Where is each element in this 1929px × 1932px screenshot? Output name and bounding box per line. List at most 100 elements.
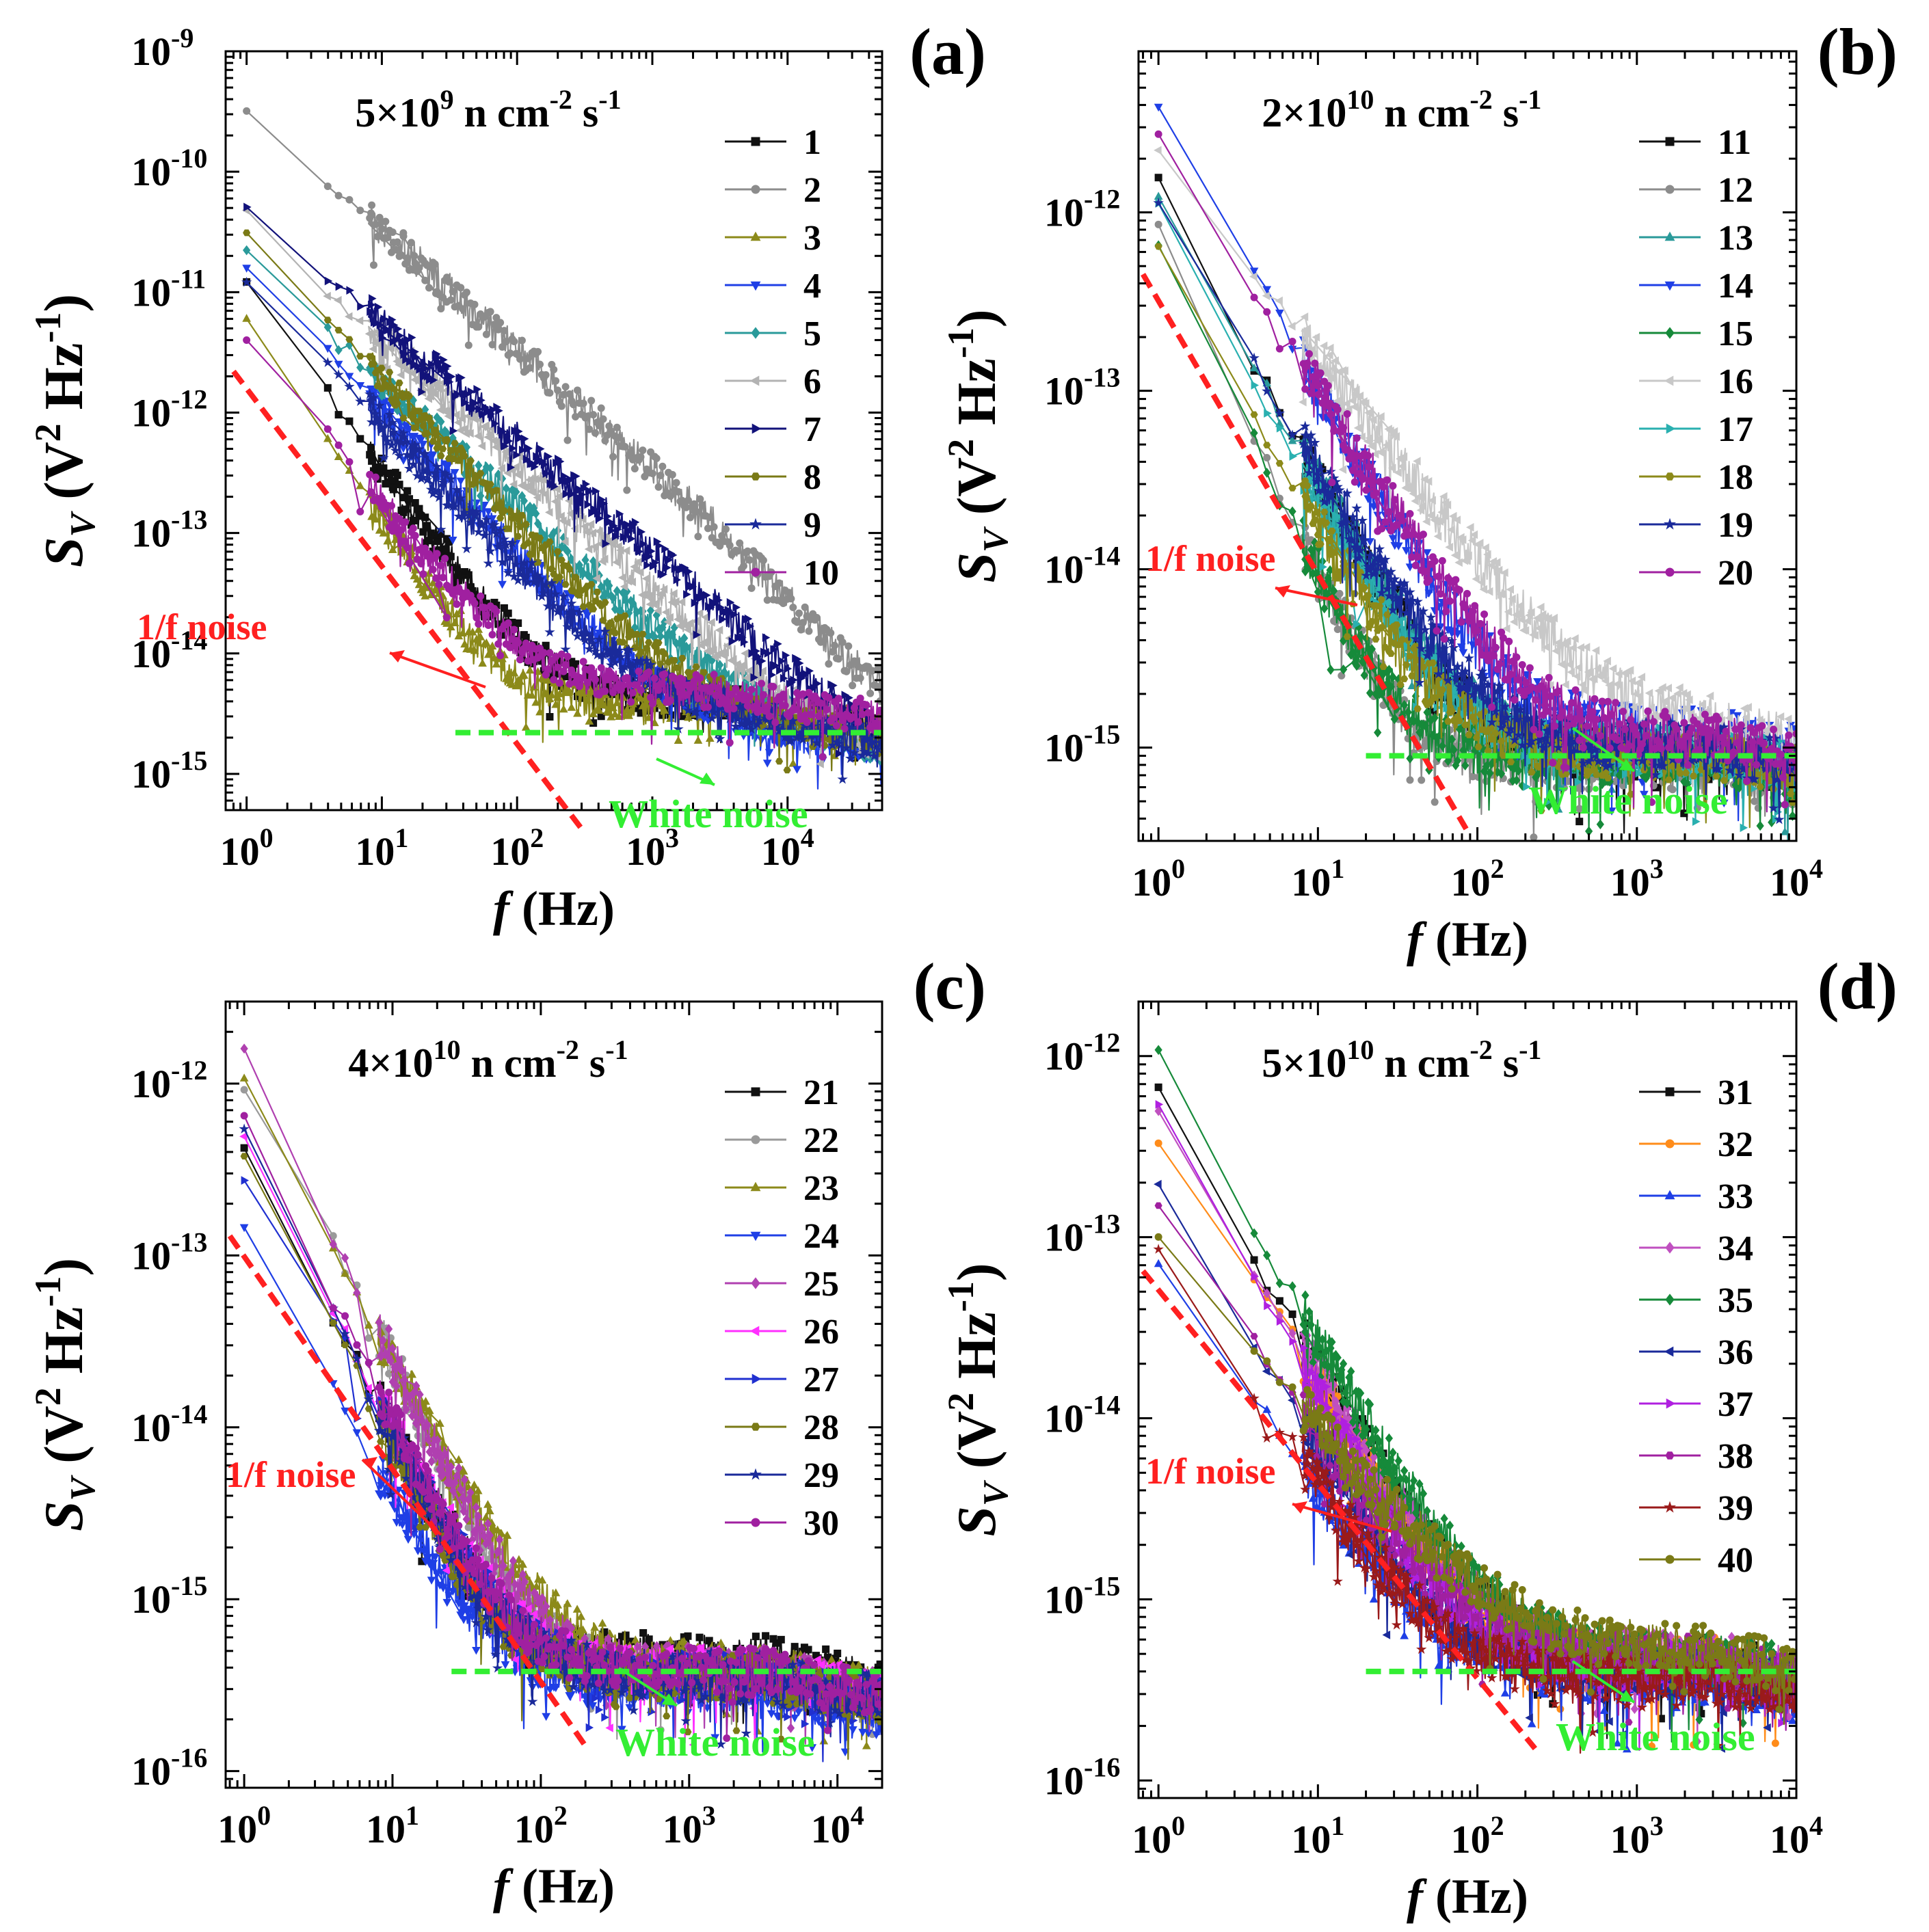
one-over-f-arrow xyxy=(1292,1503,1392,1533)
series-markers-40 xyxy=(1154,1233,1796,1713)
y-tick-label: 10-9 xyxy=(131,23,194,74)
one-over-f-label: 1/f noise xyxy=(137,606,267,647)
legend-marker-13 xyxy=(1664,231,1675,241)
y-tick-label: 10-12 xyxy=(1044,184,1120,235)
one-over-f-line xyxy=(1141,1269,1538,1751)
legend-marker-29 xyxy=(749,1468,762,1480)
series-group xyxy=(1153,103,1796,841)
y-tick-label: 10-15 xyxy=(1044,719,1120,770)
white-noise-annotation: White noise xyxy=(1556,1660,1755,1759)
legend-label: 18 xyxy=(1718,458,1753,497)
x-axis-label: f (Hz) xyxy=(1407,1869,1528,1924)
legend-label: 30 xyxy=(803,1504,839,1543)
legend-label: 39 xyxy=(1718,1489,1753,1528)
x-tick-label: 103 xyxy=(663,1800,716,1851)
one-over-f-line xyxy=(227,1234,588,1748)
y-axis-label: SV (V2 Hz-1) xyxy=(940,310,1015,583)
legend: 11 12 13 14 15 16 17 18 19 20 xyxy=(1639,123,1753,593)
x-axis-label: f (Hz) xyxy=(1407,912,1528,967)
one-over-f-label: 1/f noise xyxy=(226,1454,356,1495)
y-tick-label: 10-15 xyxy=(131,1570,207,1622)
white-noise-arrowhead xyxy=(1619,759,1634,771)
legend-marker-28 xyxy=(751,1423,760,1431)
chart-title: 5×109 n cm-2 s-1 xyxy=(355,84,621,135)
x-axis-label: f (Hz) xyxy=(493,1859,615,1914)
legend-label: 26 xyxy=(803,1313,839,1352)
white-noise-label: White noise xyxy=(615,1720,815,1765)
y-axis-label: SV (V2 Hz-1) xyxy=(27,1258,103,1531)
x-tick-label: 101 xyxy=(355,822,408,874)
white-noise-arrowhead xyxy=(700,773,715,785)
panel-label: (b) xyxy=(1818,15,1898,88)
legend: 21 22 23 24 25 26 27 28 29 30 xyxy=(725,1073,839,1543)
legend-label: 40 xyxy=(1718,1541,1753,1580)
legend-label: 7 xyxy=(803,410,821,449)
y-tick-label: 10-16 xyxy=(1044,1752,1120,1803)
x-axis-label: f (Hz) xyxy=(493,881,615,936)
legend-marker-4 xyxy=(750,281,761,291)
one-over-f-annotation: 1/f noise xyxy=(226,1454,442,1536)
x-ticks: 100 101 102 103 104 xyxy=(1132,51,1823,904)
legend: 1 2 3 4 5 6 7 8 9 10 xyxy=(725,123,839,593)
x-tick-label: 102 xyxy=(1451,853,1504,904)
y-ticks: 10-15 10-14 10-13 10-12 10-11 10-10 10-9 xyxy=(131,23,882,811)
y-axis-label: SV (V2 Hz-1) xyxy=(940,1263,1015,1537)
legend-label: 37 xyxy=(1718,1385,1753,1424)
y-tick-label: 10-13 xyxy=(131,1226,207,1278)
legend-label: 13 xyxy=(1718,219,1753,258)
x-tick-label: 103 xyxy=(626,822,679,874)
x-tick-label: 104 xyxy=(1770,853,1823,904)
legend-label: 4 xyxy=(803,267,821,306)
y-tick-label: 10-14 xyxy=(1044,541,1120,592)
x-tick-label: 100 xyxy=(220,822,274,874)
one-over-f-arrowhead xyxy=(390,650,405,662)
legend-marker-10 xyxy=(751,567,760,577)
panel-label: (d) xyxy=(1818,950,1898,1023)
legend-label: 21 xyxy=(803,1073,839,1112)
one-over-f-label: 1/f noise xyxy=(1145,538,1276,579)
legend-label: 27 xyxy=(803,1360,839,1399)
legend-label: 36 xyxy=(1718,1333,1753,1372)
legend-label: 20 xyxy=(1718,554,1753,593)
legend-marker-5 xyxy=(751,327,760,339)
legend-label: 28 xyxy=(803,1408,839,1447)
legend-label: 35 xyxy=(1718,1281,1753,1320)
y-tick-label: 10-11 xyxy=(131,263,206,314)
legend-marker-11 xyxy=(1665,137,1675,146)
y-tick-label: 10-14 xyxy=(1044,1390,1120,1441)
panel-label: (a) xyxy=(909,15,986,88)
y-tick-label: 10-13 xyxy=(131,505,207,556)
one-over-f-arrow xyxy=(1275,587,1358,606)
legend-marker-7 xyxy=(751,423,762,434)
legend-marker-16 xyxy=(1664,375,1674,386)
x-tick-label: 101 xyxy=(1291,1810,1344,1862)
legend-marker-31 xyxy=(1665,1087,1675,1097)
legend-marker-22 xyxy=(751,1135,760,1144)
series-group xyxy=(239,1043,882,1762)
y-tick-label: 10-12 xyxy=(131,384,207,435)
legend-marker-15 xyxy=(1665,327,1675,339)
legend-label: 16 xyxy=(1718,362,1753,401)
y-tick-label: 10-10 xyxy=(131,143,207,194)
x-tick-label: 100 xyxy=(1132,1810,1185,1862)
x-tick-label: 103 xyxy=(1610,853,1664,904)
legend-label: 14 xyxy=(1718,267,1753,306)
legend-marker-3 xyxy=(750,231,761,241)
legend-label: 34 xyxy=(1718,1229,1753,1268)
x-tick-label: 102 xyxy=(490,822,544,874)
y-tick-label: 10-15 xyxy=(1044,1570,1120,1622)
legend-label: 25 xyxy=(803,1265,839,1304)
y-tick-label: 10-16 xyxy=(131,1743,207,1794)
y-tick-label: 10-15 xyxy=(131,745,207,796)
legend-marker-23 xyxy=(750,1181,761,1192)
one-over-f-annotation: 1/f noise xyxy=(1145,1451,1392,1533)
panel-3: 100 101 102 103 104 10-16 10-15 10-14 10-13 10-12… xyxy=(940,950,1898,1924)
x-tick-label: 100 xyxy=(1132,853,1185,904)
legend-marker-40 xyxy=(1665,1555,1675,1564)
legend-label: 24 xyxy=(803,1217,839,1256)
y-tick-label: 10-12 xyxy=(1044,1028,1120,1079)
series-markers-10 xyxy=(243,336,882,761)
legend-marker-12 xyxy=(1665,185,1675,194)
one-over-f-line xyxy=(1141,273,1469,831)
